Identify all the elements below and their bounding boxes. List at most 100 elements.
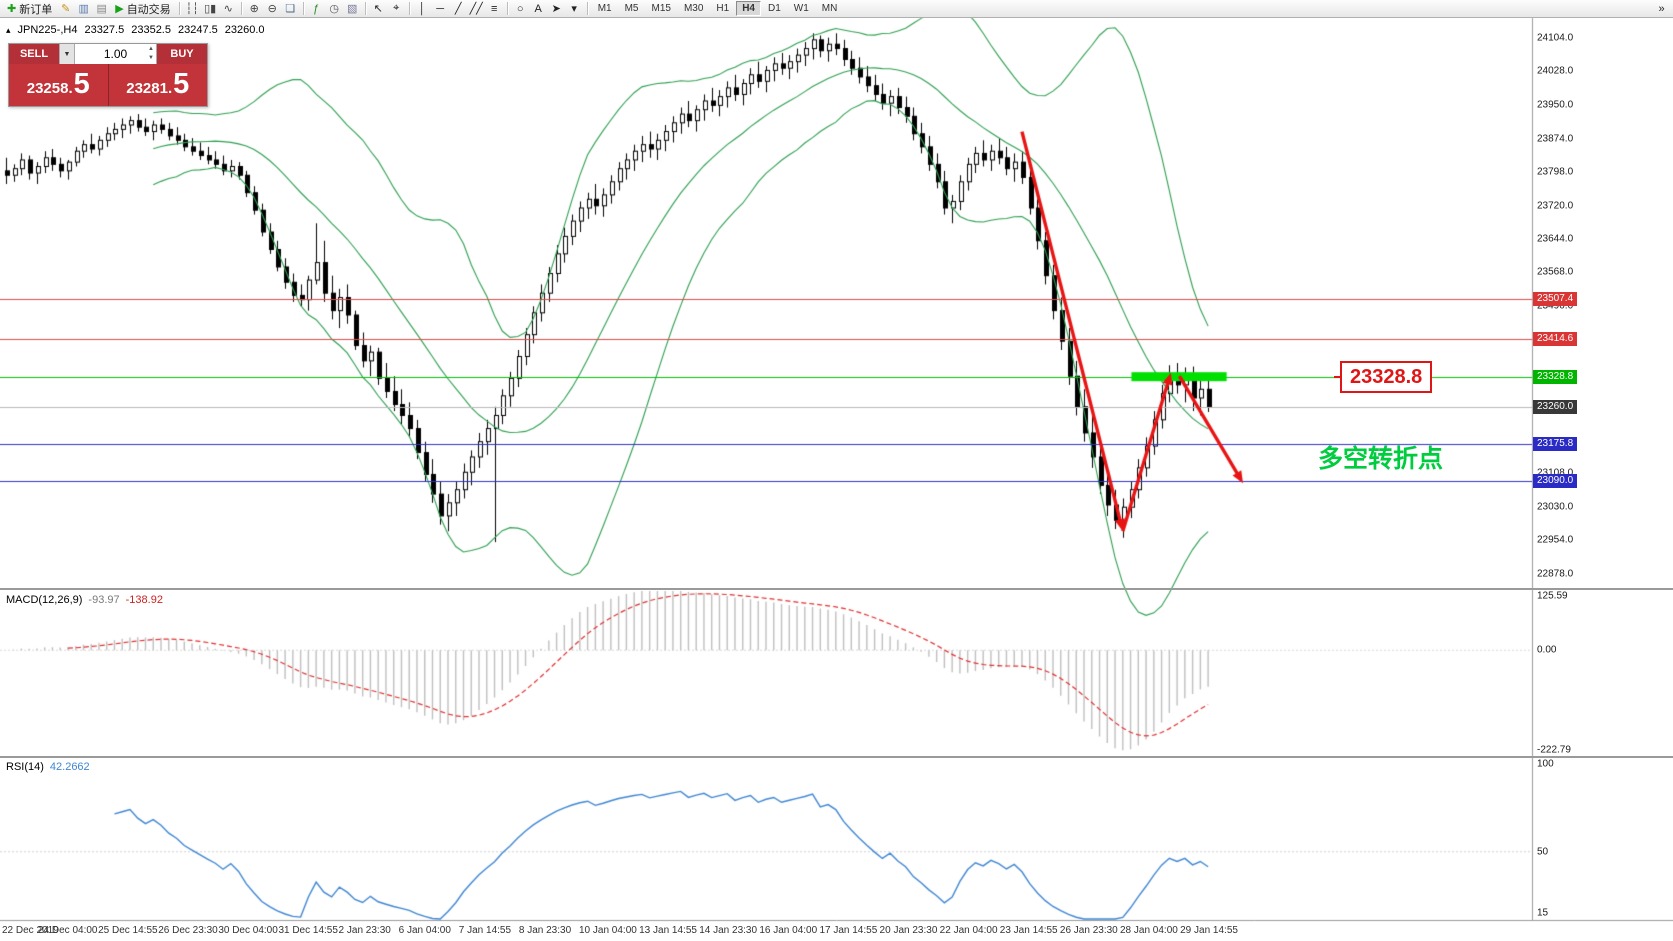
- timeframe-m1[interactable]: M1: [597, 3, 612, 14]
- bar-chart-icon[interactable]: ┆┆: [185, 3, 199, 15]
- low-value: 23247.5: [177, 24, 218, 36]
- price-tick-label: 24028.0: [1537, 65, 1574, 77]
- time-tick-label: 13 Jan 14:55: [639, 925, 697, 936]
- zoom-in-icon[interactable]: ⊕: [249, 3, 259, 15]
- time-tick-label: 26 Jan 23:30: [1059, 925, 1118, 936]
- toolbar-separator: [586, 2, 588, 15]
- price-tick-label: 23798.0: [1537, 166, 1574, 178]
- time-tick-label: 24 Dec 04:00: [37, 925, 98, 936]
- price-tick-label: 24104.0: [1537, 32, 1574, 44]
- chart-title: ▴ JPN225-,H4 23327.5 23352.5 23247.5 232…: [6, 24, 265, 36]
- timeframe-mn[interactable]: MN: [821, 3, 838, 14]
- volume-down-button[interactable]: ▼: [148, 55, 154, 61]
- time-tick-label: 16 Jan 04:00: [759, 925, 818, 936]
- rsi-scale-label: 100: [1537, 758, 1554, 770]
- time-tick-label: 31 Dec 14:55: [278, 925, 338, 936]
- time-tick-label: 29 Jan 14:55: [1180, 925, 1238, 936]
- buy-price[interactable]: 23281. 5: [108, 64, 207, 106]
- main-toolbar: ✚ 新订单 ✎ ▥ ▤ ▶ 自动交易 ┆┆ ▯▮ ∿ ⊕ ⊖ ❏ ƒ ◷ ▧ ↖ ⌖ │ ─ ╱ ╱╱ ≡ ○ A ➤ ▾ M1 M5 M…: [0, 0, 1673, 18]
- new-order-button[interactable]: ✚ 新订单: [7, 3, 53, 16]
- toolbar-separator: [408, 2, 410, 15]
- timeframe-m5[interactable]: M5: [624, 3, 639, 14]
- arrow-tools-icon[interactable]: ➤: [551, 3, 561, 15]
- toolbar-separator: [364, 2, 366, 15]
- price-level-label: 23507.4: [1533, 291, 1578, 306]
- price-tick-label: 23490.0: [1537, 300, 1574, 312]
- macd-signal-value: -138.92: [125, 594, 163, 606]
- time-tick-label: 17 Jan 14:55: [819, 925, 878, 936]
- volume-input[interactable]: 1.00 ▲ ▼: [75, 44, 157, 64]
- price-tick-label: 22878.0: [1537, 568, 1574, 580]
- rsi-scale-label: 50: [1537, 846, 1549, 858]
- terminal-icon[interactable]: ▤: [96, 3, 107, 15]
- shapes-icon[interactable]: ○: [516, 2, 524, 15]
- toolbar-separator: [178, 2, 180, 15]
- timeframe-h4[interactable]: H4: [736, 1, 761, 16]
- tile-windows-icon[interactable]: ❏: [285, 3, 296, 15]
- timeframe-m30[interactable]: M30: [683, 3, 704, 14]
- market-watch-icon[interactable]: ▥: [78, 3, 89, 15]
- time-tick-label: 7 Jan 14:55: [458, 925, 512, 936]
- price-level-label: 23328.8: [1533, 369, 1578, 384]
- horizontal-line-icon[interactable]: ─: [436, 2, 445, 15]
- time-tick-label: 28 Jan 04:00: [1120, 925, 1178, 936]
- rsi-value: 42.2662: [49, 761, 90, 773]
- time-tick-label: 2 Jan 23:30: [338, 925, 391, 936]
- time-tick-label: 30 Dec 04:00: [218, 925, 278, 936]
- time-tick-label: 25 Dec 14:55: [98, 925, 158, 936]
- text-icon[interactable]: A: [534, 2, 542, 15]
- cursor-icon[interactable]: ↖: [373, 3, 383, 15]
- tools-dropdown-icon[interactable]: ▾: [571, 3, 577, 15]
- annotation-note: 多空转折点: [1318, 444, 1444, 473]
- buy-button[interactable]: BUY: [157, 44, 207, 64]
- toolbar-separator: [506, 2, 508, 15]
- time-tick-label: 23 Jan 14:55: [999, 925, 1058, 936]
- macd-scale-label: -222.79: [1537, 744, 1571, 756]
- indicators-icon[interactable]: ƒ: [313, 2, 320, 15]
- crosshair-icon[interactable]: ⌖: [393, 2, 400, 14]
- toolbar-separator: [302, 2, 304, 15]
- macd-panel-splitter[interactable]: [0, 588, 1673, 590]
- price-level-label: 23175.8: [1533, 436, 1578, 451]
- time-tick-label: 22 Jan 04:00: [939, 925, 998, 936]
- line-chart-icon[interactable]: ∿: [223, 3, 233, 15]
- timeframe-h1[interactable]: H1: [716, 3, 730, 14]
- more-tools-icon[interactable]: »: [1658, 2, 1665, 15]
- volume-up-button[interactable]: ▲: [148, 46, 154, 52]
- vertical-line-icon[interactable]: │: [418, 2, 426, 15]
- autotrading-button[interactable]: ▶ 自动交易: [115, 3, 171, 16]
- zoom-out-icon[interactable]: ⊖: [267, 3, 277, 15]
- timeframe-m15[interactable]: M15: [651, 3, 671, 14]
- fibonacci-icon[interactable]: ≡: [490, 2, 498, 15]
- price-tick-label: 23030.0: [1537, 501, 1574, 513]
- time-tick-label: 26 Dec 23:30: [158, 925, 218, 936]
- time-tick-label: 10 Jan 04:00: [579, 925, 637, 936]
- time-tick-label: 20 Jan 23:30: [879, 925, 938, 936]
- metaeditor-icon[interactable]: ✎: [61, 3, 71, 15]
- timeframe-d1[interactable]: D1: [768, 3, 781, 14]
- sell-button[interactable]: SELL: [9, 44, 59, 64]
- channel-icon[interactable]: ╱╱: [469, 3, 483, 15]
- macd-indicator-label: MACD(12,26,9) -93.97 -138.92: [6, 594, 163, 606]
- candlestick-chart-icon[interactable]: ▯▮: [204, 3, 217, 15]
- close-value: 23260.0: [224, 24, 265, 36]
- rsi-indicator-label: RSI(14) 42.2662: [6, 761, 90, 773]
- rsi-panel-splitter[interactable]: [0, 756, 1673, 758]
- symbol-icon: ▴: [6, 24, 11, 35]
- timeframe-w1[interactable]: W1: [793, 3, 809, 14]
- price-annotation-box: 23328.8: [1340, 360, 1433, 393]
- price-level-label: 23090.0: [1533, 473, 1578, 488]
- price-annotation-text: 23328.8: [1350, 365, 1423, 388]
- price-tick-label: 23568.0: [1537, 266, 1574, 278]
- price-tick-label: 23108.0: [1537, 468, 1573, 479]
- time-tick-label: 8 Jan 23:30: [518, 925, 572, 936]
- templates-icon[interactable]: ▧: [346, 3, 358, 15]
- price-tick-label: 22954.0: [1537, 534, 1574, 546]
- trade-options-dropdown[interactable]: ▼: [59, 44, 75, 64]
- periods-icon[interactable]: ◷: [329, 3, 339, 15]
- trendline-icon[interactable]: ╱: [454, 3, 462, 15]
- sell-price[interactable]: 23258. 5: [9, 64, 109, 106]
- one-click-trading-panel: SELL ▼ 1.00 ▲ ▼ BUY 23258. 5 23281. 5: [8, 43, 208, 107]
